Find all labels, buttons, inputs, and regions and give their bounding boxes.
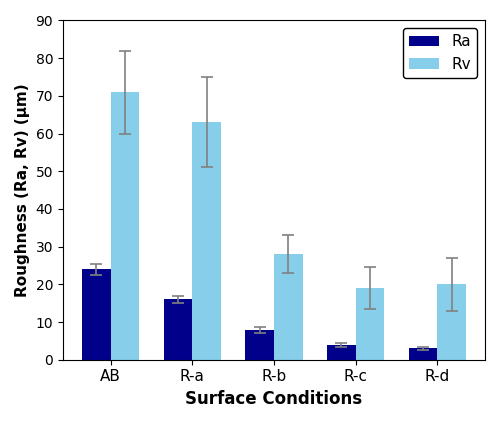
Y-axis label: Roughness (Ra, Rv) (μm): Roughness (Ra, Rv) (μm) <box>15 83 30 297</box>
Legend: Ra, Rv: Ra, Rv <box>402 28 477 78</box>
Bar <box>327 345 356 360</box>
Bar <box>356 288 384 360</box>
X-axis label: Surface Conditions: Surface Conditions <box>186 390 362 408</box>
Bar <box>437 284 466 360</box>
Bar <box>408 349 437 360</box>
Bar <box>164 299 192 360</box>
Bar <box>246 330 274 360</box>
Bar <box>82 269 110 360</box>
Bar <box>274 254 302 360</box>
Bar <box>192 122 221 360</box>
Bar <box>110 92 139 360</box>
